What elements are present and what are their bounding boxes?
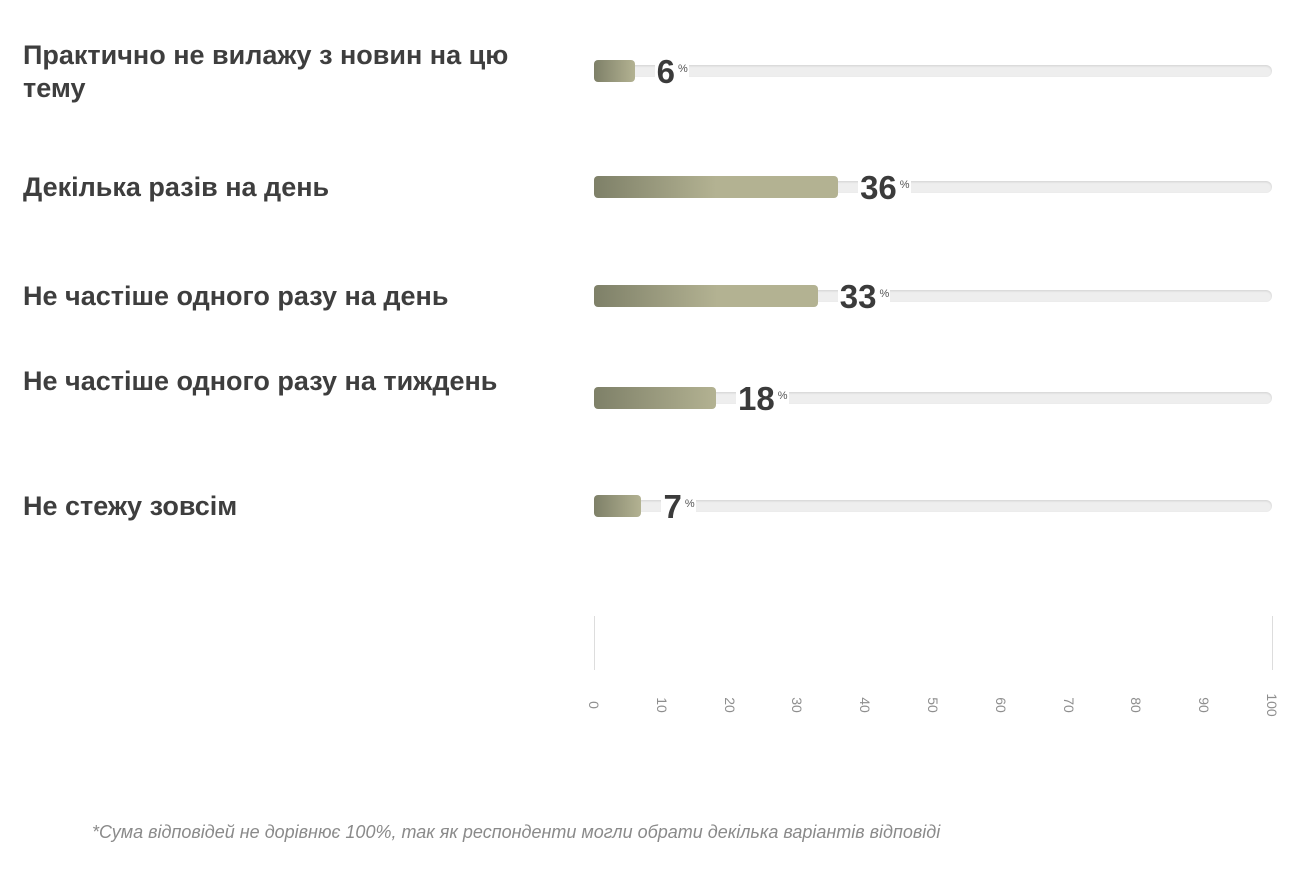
value-number: 36	[860, 169, 897, 206]
x-tick-label: 40	[857, 697, 874, 713]
value-label: 6%	[654, 53, 689, 90]
x-tick-label: 0	[586, 701, 602, 709]
axis-line-start	[594, 616, 595, 670]
value-unit: %	[678, 63, 688, 75]
bar	[594, 495, 642, 517]
x-tick-label: 50	[925, 697, 941, 713]
bar	[594, 285, 818, 307]
x-tick-label: 100	[1264, 693, 1280, 717]
footnote: *Сума відповідей не дорівнює 100%, так я…	[92, 822, 941, 842]
category-label: Не частіше одного разу на тиждень	[23, 366, 498, 396]
value-label: 18%	[736, 382, 789, 415]
value-unit: %	[879, 288, 890, 300]
category-label: Практично не вилажу з новин на цю тему	[23, 40, 509, 103]
category-label: Не стежу зовсім	[23, 491, 238, 521]
x-tick-label: 60	[992, 697, 1009, 713]
value-unit: %	[899, 179, 910, 191]
x-tick-label: 10	[653, 697, 670, 713]
x-tick-label: 90	[1196, 697, 1213, 713]
value-label: 33%	[837, 278, 891, 315]
category-label: Не частіше одного разу на день	[23, 281, 449, 311]
bar	[594, 387, 717, 409]
value-number: 6	[656, 53, 676, 90]
value-unit: %	[777, 390, 788, 402]
value-number: 33	[839, 278, 877, 315]
bar-track	[594, 65, 1272, 77]
x-tick-label: 70	[1060, 697, 1077, 713]
x-tick-label: 20	[721, 697, 738, 713]
bar	[594, 176, 839, 198]
bar	[594, 60, 635, 82]
value-label: 7%	[661, 488, 696, 525]
value-unit: %	[684, 498, 695, 510]
axis-line-end	[1272, 616, 1273, 670]
x-tick-label: 30	[789, 697, 806, 713]
category-label: Декілька разів на день	[23, 172, 330, 202]
bar-track	[594, 500, 1272, 512]
value-number: 7	[663, 488, 682, 525]
value-number: 18	[738, 380, 775, 417]
x-tick-label: 80	[1128, 697, 1145, 713]
value-label: 36%	[858, 171, 911, 204]
